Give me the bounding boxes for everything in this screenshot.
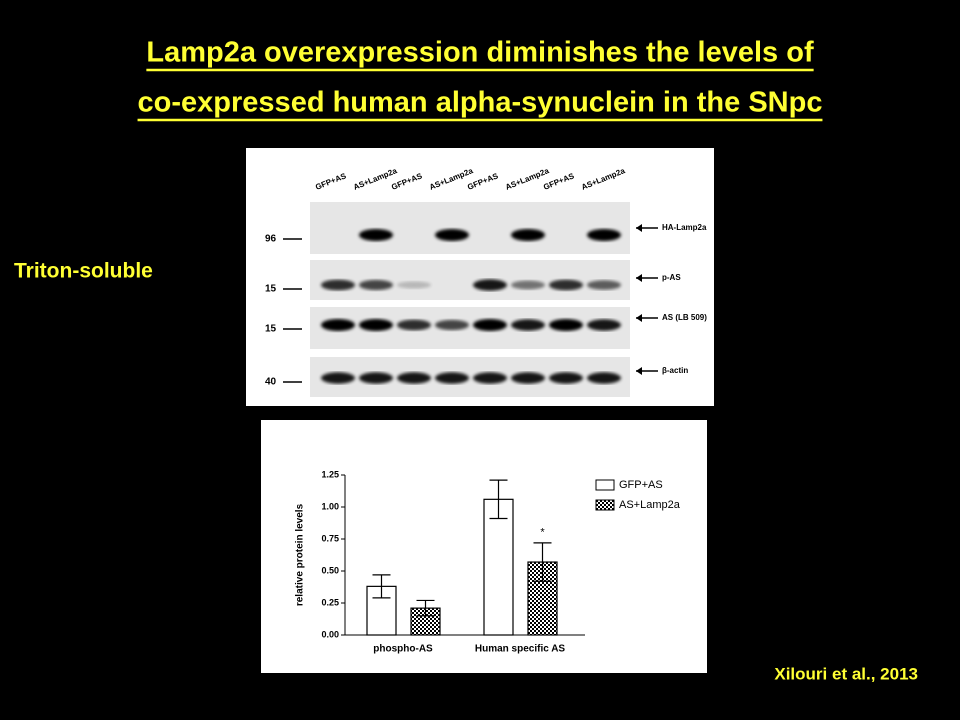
band — [549, 319, 583, 331]
band — [397, 281, 431, 289]
band — [397, 319, 431, 331]
band — [435, 372, 469, 384]
band — [511, 229, 545, 241]
legend-label: AS+Lamp2a — [619, 499, 681, 511]
blot-strip — [310, 307, 630, 349]
y-tick-label: 0.00 — [321, 629, 339, 639]
band — [549, 279, 583, 291]
band — [321, 372, 355, 384]
arrow-head — [636, 274, 642, 282]
band — [435, 229, 469, 241]
y-tick-label: 1.00 — [321, 501, 339, 511]
band — [587, 229, 621, 241]
arrow-head — [636, 224, 642, 232]
significance: * — [540, 527, 545, 539]
band — [587, 319, 621, 331]
band — [549, 372, 583, 384]
marker-label: 15 — [265, 324, 277, 335]
marker-label: 15 — [265, 284, 277, 295]
y-tick-label: 0.25 — [321, 597, 339, 607]
band — [511, 372, 545, 384]
band-label: p-AS — [662, 273, 681, 282]
title-line: Lamp2a overexpression diminishes the lev… — [146, 37, 814, 69]
arrow-head — [636, 314, 642, 322]
band-label: HA-Lamp2a — [662, 223, 707, 232]
band — [473, 279, 507, 291]
arrow-head — [636, 367, 642, 375]
band — [397, 372, 431, 384]
x-tick-label: phospho-AS — [373, 644, 433, 655]
blot-strip — [310, 202, 630, 254]
y-tick-label: 1.25 — [321, 469, 339, 479]
band — [359, 319, 393, 331]
x-tick-label: Human specific AS — [475, 644, 566, 655]
bar — [483, 498, 514, 636]
band — [587, 280, 621, 290]
band — [435, 319, 469, 331]
y-tick-label: 0.50 — [321, 565, 339, 575]
y-axis-label: relative protein levels — [295, 503, 306, 606]
marker-label: 96 — [265, 234, 277, 245]
band — [511, 319, 545, 331]
band — [473, 372, 507, 384]
band — [321, 319, 355, 331]
band — [359, 372, 393, 384]
band-label: AS (LB 509) — [662, 313, 707, 322]
band — [359, 229, 393, 241]
band — [587, 372, 621, 384]
fraction-label: Triton-soluble — [14, 260, 153, 283]
legend-swatch — [595, 479, 615, 491]
blot-strip — [310, 260, 630, 300]
legend-swatch — [595, 499, 615, 511]
band — [321, 279, 355, 291]
band — [359, 279, 393, 291]
band — [511, 280, 545, 290]
legend-label: GFP+AS — [619, 479, 663, 491]
title-line: co-expressed human alpha-synuclein in th… — [138, 87, 823, 119]
marker-label: 40 — [265, 377, 277, 388]
band-label: β-actin — [662, 366, 688, 375]
band — [473, 319, 507, 331]
citation: Xilouri et al., 2013 — [774, 664, 918, 683]
y-tick-label: 0.75 — [321, 533, 339, 543]
